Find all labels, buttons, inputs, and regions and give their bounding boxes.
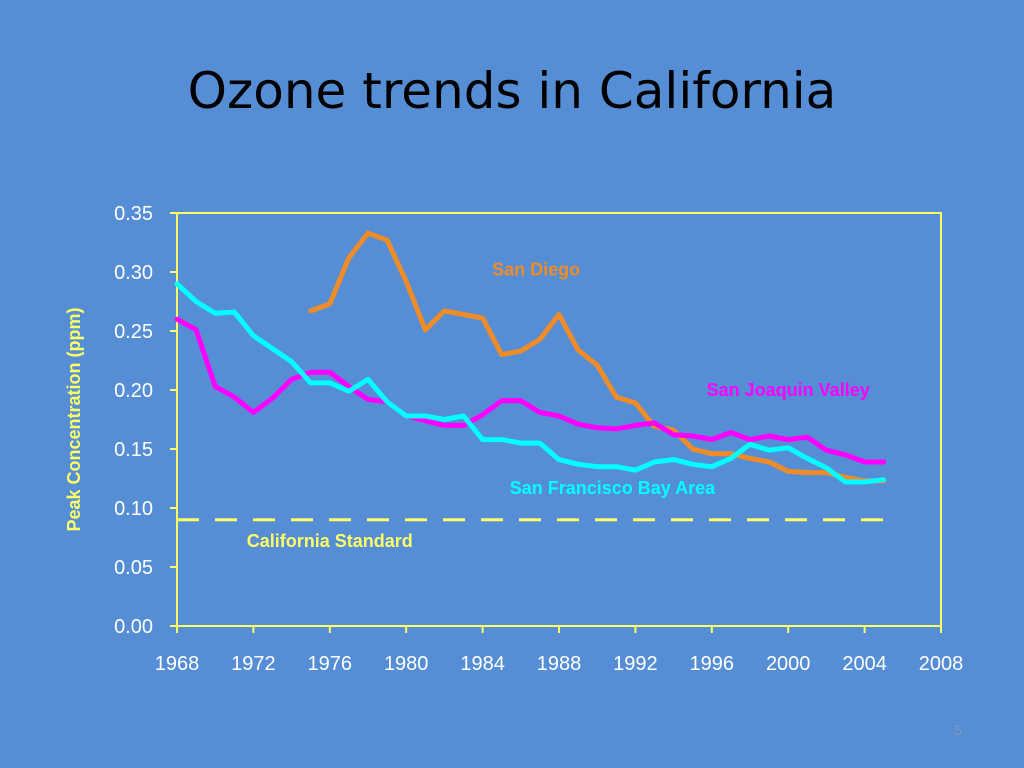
slide-title: Ozone trends in California [187,62,837,120]
y-tick-label: 0.10 [114,498,153,520]
x-tick-label: 1996 [690,653,735,675]
y-tick-label: 0.05 [114,557,153,579]
chart-axes: 0.00 0.05 0.10 0.15 0.20 0.25 0.30 0.35 1968 1972… [64,203,963,675]
slide-number: 5 [954,722,962,738]
y-tick-label: 0.15 [114,439,153,461]
x-tick-label: 2004 [842,653,887,675]
x-tick-label: 1988 [537,653,582,675]
y-tick-label: 0.25 [114,321,153,343]
x-tick-label: 2000 [766,653,811,675]
y-tick-label: 0.00 [114,616,153,638]
chart-series [174,230,887,522]
series-line-san-diego [308,230,887,484]
series-line-san-joaquin-valley [174,316,887,465]
x-tick-label: 1968 [155,653,200,675]
label-san-francisco-bay-area: San Francisco Bay Area [510,478,716,498]
x-tick-label: 1984 [460,653,505,675]
y-axis-label: Peak Concentration (ppm) [64,307,84,531]
x-tick-label: 1976 [308,653,353,675]
series-line-san-francisco-bay-area [174,281,887,485]
y-tick-label: 0.20 [114,380,153,402]
label-san-joaquin-valley: San Joaquin Valley [707,380,870,400]
y-tick-label: 0.35 [114,203,153,225]
x-tick-label: 1980 [384,653,429,675]
label-california-standard: California Standard [247,531,413,551]
x-tick-label: 2008 [919,653,964,675]
chart-annotations: San Diego San Joaquin Valley San Francisco… [247,260,870,551]
label-san-diego: San Diego [492,260,580,280]
x-tick-label: 1972 [231,653,276,675]
x-tick-label: 1992 [613,653,658,675]
y-tick-label: 0.30 [114,262,153,284]
